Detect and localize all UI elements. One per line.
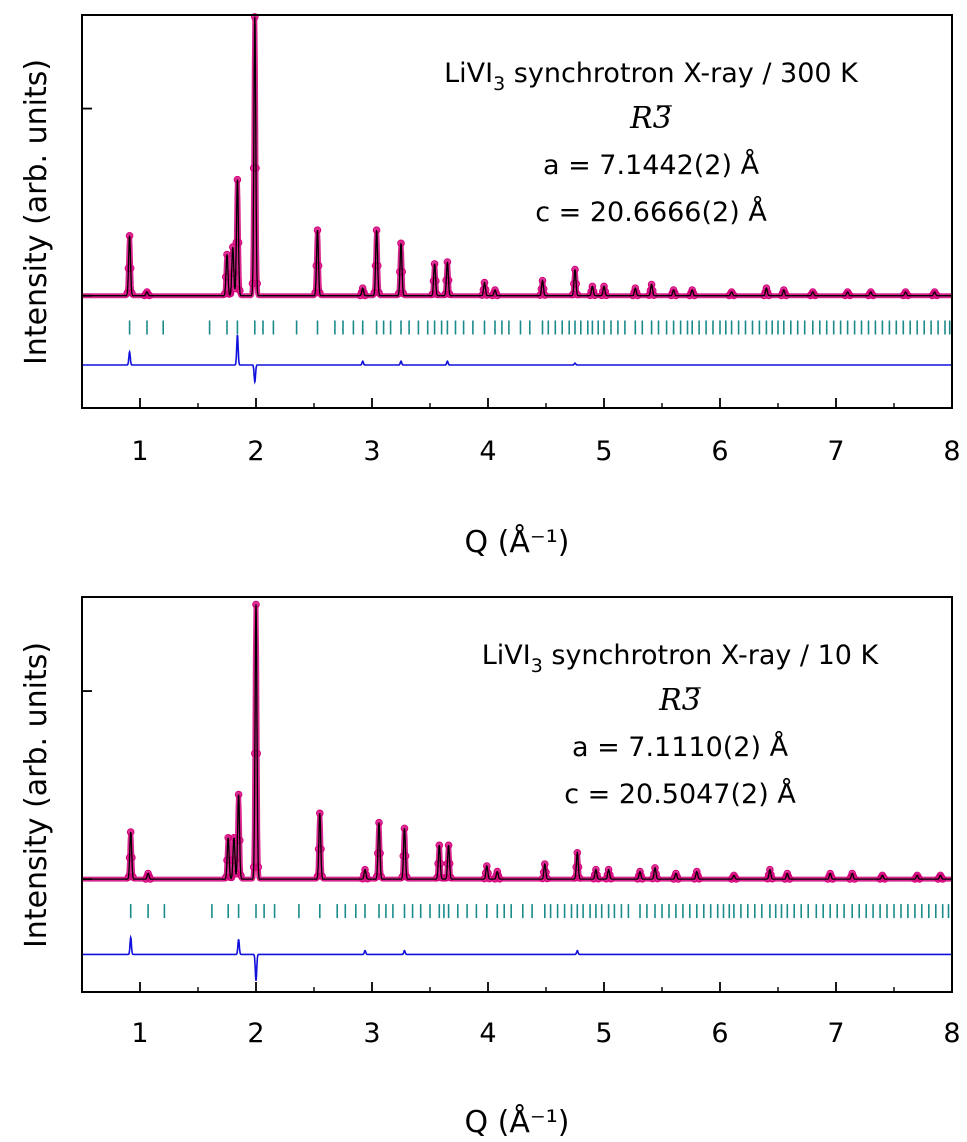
top-panel: 1 2 3 4 5 6 7 8 LiVI3 synchrotron X-ray / 300 K… <box>19 13 961 560</box>
bottom-lattice-a: a = 7.1110(2) Å <box>572 731 789 763</box>
top-x-tick-label: 8 <box>943 436 960 467</box>
top-x-axis-label: Q (Å⁻¹) <box>465 524 570 560</box>
top-x-tick-label: 1 <box>131 436 148 467</box>
bottom-difference-series <box>82 934 952 981</box>
top-x-tick-label: 2 <box>247 436 264 467</box>
bottom-x-axis-label: Q (Å⁻¹) <box>465 1104 570 1140</box>
top-annotation-title: LiVI3 synchrotron X-ray / 300 K <box>444 58 859 95</box>
bottom-y-axis-label: Intensity (arb. units) <box>19 642 54 948</box>
bottom-plot-data <box>80 600 954 981</box>
bottom-x-tick-label: 3 <box>363 1018 380 1049</box>
bottom-x-tick-label: 6 <box>711 1018 728 1049</box>
top-plot-data <box>80 13 954 385</box>
bottom-x-tick-label: 2 <box>247 1018 264 1049</box>
bottom-calculated-series <box>82 604 952 880</box>
bottom-annotation-title: LiVI3 synchrotron X-ray / 10 K <box>482 640 880 677</box>
top-y-axis-label: Intensity (arb. units) <box>19 59 54 365</box>
top-calculated-series <box>82 16 952 297</box>
bottom-plot-frame <box>81 596 953 993</box>
bottom-space-group: R3̅ <box>658 683 701 718</box>
top-lattice-c: c = 20.6666(2) Å <box>535 196 767 228</box>
bottom-x-tick-label: 4 <box>479 1018 496 1049</box>
top-x-tick-label: 6 <box>711 436 728 467</box>
top-lattice-a: a = 7.1442(2) Å <box>543 149 760 181</box>
top-x-tick-label: 4 <box>479 436 496 467</box>
bottom-x-tick-label: 7 <box>827 1018 844 1049</box>
top-difference-series <box>82 334 952 385</box>
top-x-tick-label: 3 <box>363 436 380 467</box>
top-space-group: R3̅ <box>629 101 672 136</box>
top-x-tick-label: 5 <box>595 436 612 467</box>
top-plot-frame <box>81 14 953 409</box>
bottom-x-tick-label: 8 <box>943 1018 960 1049</box>
bottom-x-tick-label: 5 <box>595 1018 612 1049</box>
bottom-x-tick-label: 1 <box>131 1018 148 1049</box>
top-x-tick-label: 7 <box>827 436 844 467</box>
bottom-tick-layer: 1 2 3 4 5 6 7 8 <box>81 690 961 1049</box>
bottom-lattice-c: c = 20.5047(2) Å <box>564 778 796 810</box>
top-tick-layer: 1 2 3 4 5 6 7 8 <box>81 107 961 467</box>
